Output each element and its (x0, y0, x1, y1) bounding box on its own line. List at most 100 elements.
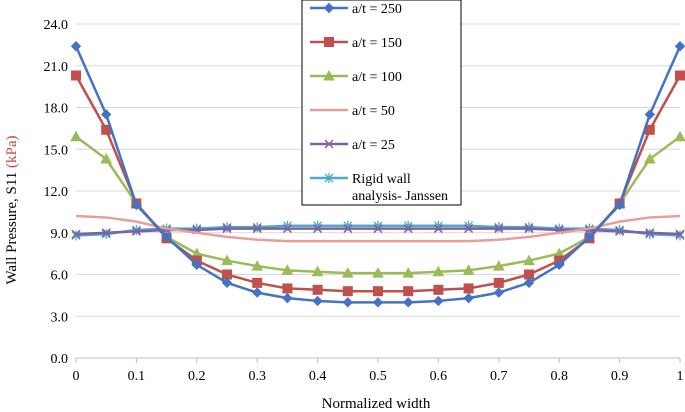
x-tick-label: 0.6 (430, 369, 448, 384)
legend-swatch-marker (323, 2, 335, 14)
marker-stroke (524, 224, 534, 234)
data-point (492, 260, 505, 271)
marker-stroke (71, 229, 81, 239)
data-point (402, 267, 415, 278)
data-point (372, 297, 384, 308)
data-point (70, 130, 82, 142)
data-point (433, 224, 443, 234)
marker-stroke (645, 228, 655, 238)
x-axis-title: Normalized width (322, 396, 431, 412)
marker-stroke (403, 224, 413, 234)
legend-label: a/t = 50 (352, 104, 395, 119)
data-point (281, 264, 294, 275)
data-point (252, 277, 263, 288)
data-point (313, 224, 323, 234)
data-point (282, 283, 293, 294)
data-point (251, 260, 264, 271)
marker-stroke (131, 226, 141, 236)
data-point (464, 224, 474, 234)
data-point (221, 277, 233, 289)
y-tick-label: 18.0 (44, 102, 69, 117)
data-point (311, 265, 324, 277)
data-point (615, 226, 625, 236)
data-point (463, 292, 474, 304)
data-point (161, 231, 172, 243)
data-point (524, 224, 534, 234)
data-point (675, 229, 685, 239)
data-point (70, 41, 82, 52)
data-point (493, 277, 504, 288)
marker-stroke (222, 224, 232, 234)
legend-swatch-marker (324, 139, 334, 149)
data-point (373, 286, 383, 297)
data-point (372, 267, 384, 278)
marker-stroke (101, 228, 111, 238)
x-tick-label: 0 (73, 369, 80, 384)
legend-item: Rigid wall analysis- Janssen (310, 172, 448, 204)
y-tick-label: 9.0 (51, 227, 69, 242)
marker-stroke (324, 139, 334, 149)
legend: a/t = 250 a/t = 150 a/t = 100 a/t = 50 a/t =… (301, 0, 462, 206)
legend-label: Rigid wall (352, 172, 411, 187)
data-point (643, 152, 656, 164)
data-point (342, 286, 353, 297)
x-tick-label: 0.1 (128, 369, 146, 384)
legend-item: a/t = 250 (310, 2, 402, 17)
marker-stroke (464, 224, 474, 234)
legend-item: a/t = 25 (310, 138, 395, 153)
legend-swatch-marker (323, 69, 335, 81)
legend-item: a/t = 50 (310, 104, 395, 119)
data-point (373, 224, 383, 234)
data-point (463, 283, 474, 294)
x-tick-label: 1 (677, 369, 684, 384)
x-tick-label: 0.4 (309, 369, 327, 384)
data-point (644, 109, 656, 120)
data-point (100, 152, 113, 164)
data-point (675, 70, 685, 81)
legend-swatch-marker (324, 37, 334, 47)
data-point (251, 287, 263, 298)
data-point (674, 130, 685, 142)
data-point (101, 228, 111, 238)
data-point (100, 109, 112, 120)
marker-stroke (433, 224, 443, 234)
data-point (343, 224, 353, 234)
y-tick-label: 21.0 (44, 60, 69, 75)
data-point (342, 297, 354, 308)
data-point (191, 259, 203, 270)
y-tick-label: 6.0 (51, 269, 69, 284)
data-point (341, 267, 354, 278)
data-point (222, 224, 232, 234)
legend-item: a/t = 150 (310, 36, 402, 51)
legend-label: a/t = 250 (352, 2, 402, 17)
legend-swatch-marker (324, 173, 334, 183)
data-point (553, 259, 565, 270)
y-tick-label: 24.0 (44, 18, 69, 33)
legend-label: a/t = 25 (352, 138, 395, 153)
data-point (614, 199, 625, 211)
data-point (403, 286, 414, 297)
data-point (252, 224, 262, 234)
data-point (462, 264, 475, 275)
data-point (71, 70, 81, 81)
x-tick-label: 0.5 (369, 369, 387, 384)
data-point (645, 228, 655, 238)
marker-stroke (494, 224, 504, 234)
data-point (131, 199, 142, 211)
data-point (221, 254, 233, 266)
data-point (433, 295, 444, 307)
series-3 (75, 214, 681, 243)
data-point (433, 284, 444, 295)
y-tick-label: 12.0 (44, 185, 69, 200)
marker-stroke (282, 224, 292, 234)
series-group (70, 41, 685, 308)
marker-stroke (675, 229, 685, 239)
y-axis-title: Wall Pressure, S11 (kPa) (4, 135, 20, 284)
y-axis-title-main: Wall Pressure, S11 (4, 168, 20, 285)
legend-item: a/t = 100 (310, 69, 402, 85)
data-point (402, 297, 414, 308)
data-point (494, 224, 504, 234)
data-point (252, 222, 262, 233)
data-point (674, 41, 685, 52)
x-tick-label: 0.7 (490, 369, 508, 384)
